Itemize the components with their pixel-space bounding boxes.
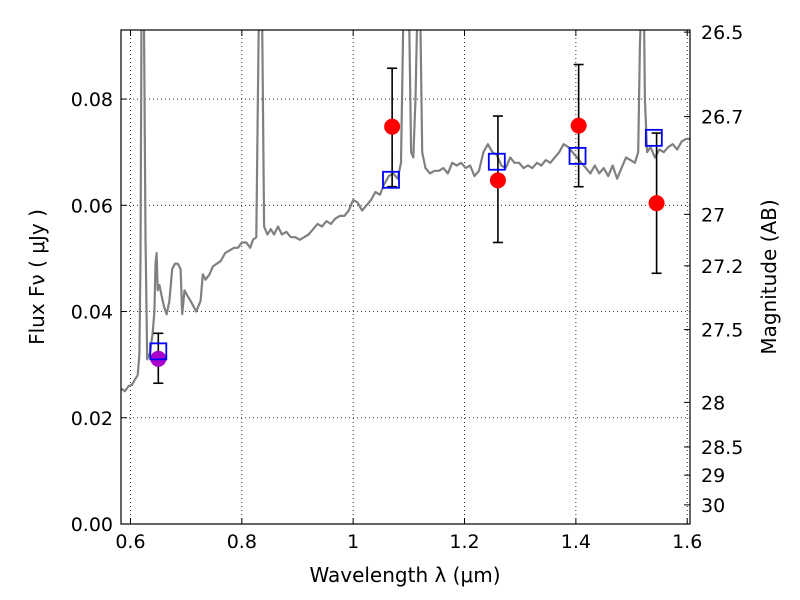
x-tick-label: 1.6 <box>672 531 702 553</box>
x-tick-label: 1.4 <box>561 531 591 553</box>
x-tick-label: 0.6 <box>115 531 145 553</box>
model-flux-square <box>644 128 663 147</box>
right-tick-label: 28.5 <box>701 437 743 459</box>
axes: 0.6 0.8 1 1.2 1.4 1.6 0.00 0.02 0.04 0.06 0.08 26.5… <box>71 22 744 553</box>
x-axis-label: Wavelength λ (μm) <box>309 563 500 587</box>
model-flux-square <box>568 146 587 165</box>
photometry-point <box>384 118 401 135</box>
right-tick-label: 28 <box>701 392 725 414</box>
y-axis-label: Flux Fν ( μJy ) <box>25 209 49 345</box>
y-tick-label: 0.04 <box>71 302 113 324</box>
right-tick-label: 27.5 <box>701 320 743 342</box>
photometry-point <box>570 117 587 134</box>
right-tick-label: 30 <box>701 495 725 517</box>
right-tick-label: 27.2 <box>701 256 743 278</box>
model-flux-square <box>382 170 400 189</box>
right-tick-label: 29 <box>701 465 725 487</box>
right-tick-label: 26.7 <box>701 107 743 129</box>
y-tick-label: 0.08 <box>71 89 113 111</box>
x-tick-label: 1.2 <box>449 531 479 553</box>
photometry-point <box>489 172 506 189</box>
right-tick-label: 26.5 <box>701 22 743 44</box>
y-tick-label: 0.00 <box>71 514 113 536</box>
x-tick-label: 1 <box>347 531 359 553</box>
plot-area <box>121 30 690 393</box>
photometry-point <box>648 195 665 212</box>
x-tick-label: 0.8 <box>227 531 257 553</box>
right-tick-label: 27 <box>701 204 725 226</box>
y-tick-label: 0.06 <box>71 195 113 217</box>
model-flux-square <box>149 342 168 361</box>
y-tick-label: 0.02 <box>71 408 113 430</box>
right-axis-label: Magnitude (AB) <box>757 199 781 354</box>
plot-frame <box>120 29 691 525</box>
model-flux-square <box>487 152 506 171</box>
model-spectrum-line <box>121 30 690 393</box>
